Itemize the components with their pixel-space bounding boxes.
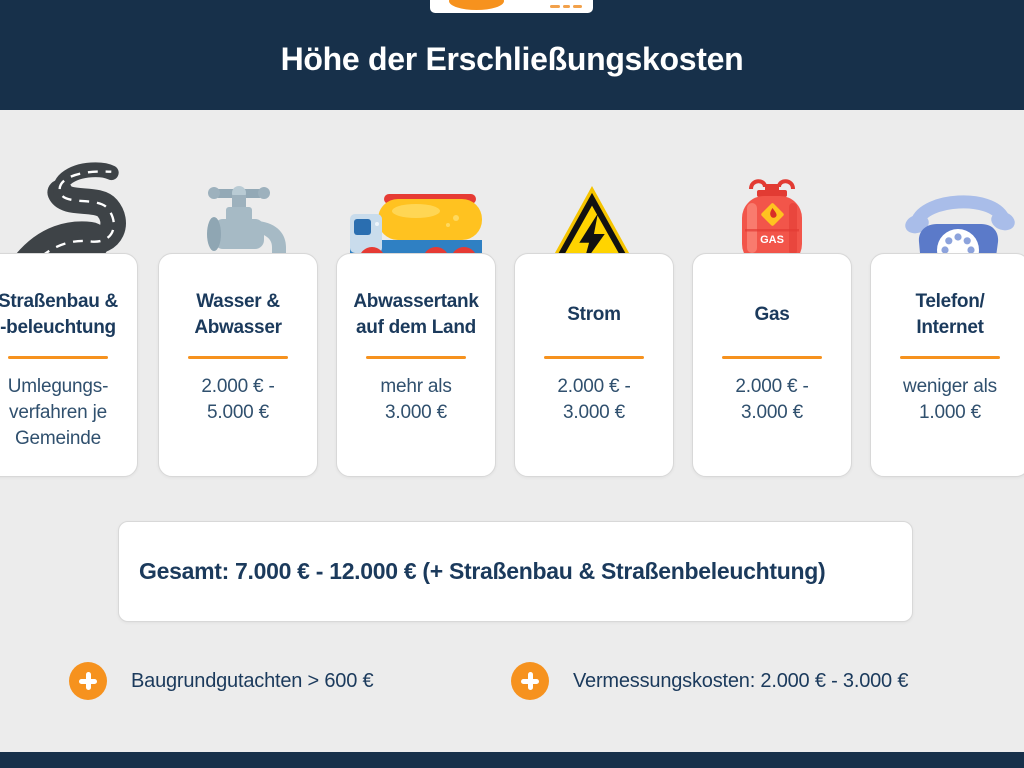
orange-divider xyxy=(366,356,466,359)
card-value: 2.000 € - 5.000 € xyxy=(159,374,317,426)
card-title-line: Straßenbau & xyxy=(0,291,118,312)
card-value: 2.000 € - 3.000 € xyxy=(693,374,851,426)
extra-item-baugrundgutachten: Baugrundgutachten > 600 € xyxy=(69,662,374,700)
card-abwassertank: Abwassertank auf dem Land mehr als 3.000… xyxy=(336,253,496,477)
card-title-line: Abwassertank xyxy=(353,291,479,312)
card-title: Gas xyxy=(693,284,851,346)
gas-label: GAS xyxy=(760,234,784,246)
card-title: Wasser & Abwasser xyxy=(159,284,317,346)
card-value-line: 2.000 € - xyxy=(735,376,809,397)
card-gas: Gas 2.000 € - 3.000 € xyxy=(692,253,852,477)
orange-divider xyxy=(8,356,108,359)
orange-divider xyxy=(188,356,288,359)
card-title-line: Abwasser xyxy=(194,317,282,338)
card-title: Straßenbau & -beleuchtung xyxy=(0,284,137,346)
card-value-line: Gemeinde xyxy=(14,428,102,449)
card-title: Strom xyxy=(515,284,673,346)
card-value-line: mehr als xyxy=(380,376,452,397)
card-title-line: Strom xyxy=(567,304,621,325)
summary-text: Gesamt: 7.000 € - 12.000 € (+ Straßenbau… xyxy=(139,558,826,584)
footer-bar xyxy=(0,752,1024,768)
card-value-line: 3.000 € xyxy=(563,402,625,423)
card-value-line: 5.000 € xyxy=(207,402,269,423)
extra-item-vermessungskosten: Vermessungskosten: 2.000 € - 3.000 € xyxy=(511,662,908,700)
header-bar: Höhe der Erschließungskosten xyxy=(0,0,1024,110)
orange-divider xyxy=(544,356,644,359)
plus-icon xyxy=(69,662,107,700)
logo-text-fragment xyxy=(563,5,570,8)
card-value-line: 2.000 € - xyxy=(557,376,631,397)
summary-box: Gesamt: 7.000 € - 12.000 € (+ Straßenbau… xyxy=(118,521,913,622)
card-title-line: Gas xyxy=(754,304,790,325)
card-value: mehr als 3.000 € xyxy=(337,374,495,426)
card-value-line: Umlegungs- xyxy=(7,376,109,397)
card-title-line: auf dem Land xyxy=(356,317,476,338)
extra-label: Baugrundgutachten > 600 € xyxy=(131,669,374,692)
logo-icon xyxy=(449,0,504,10)
card-telefon-internet: Telefon/ Internet weniger als 1.000 € xyxy=(870,253,1024,477)
card-value-line: 3.000 € xyxy=(741,402,803,423)
card-strassenbau: Straßenbau & -beleuchtung Umlegungs- ver… xyxy=(0,253,138,477)
card-title: Telefon/ Internet xyxy=(871,284,1024,346)
card-title-line: Internet xyxy=(916,317,984,338)
card-title-line: Telefon/ xyxy=(915,291,985,312)
card-value: Umlegungs- verfahren je Gemeinde xyxy=(0,374,137,452)
card-value-line: 3.000 € xyxy=(385,402,447,423)
card-title: Abwassertank auf dem Land xyxy=(337,284,495,346)
plus-icon xyxy=(511,662,549,700)
card-strom: Strom 2.000 € - 3.000 € xyxy=(514,253,674,477)
card-value: 2.000 € - 3.000 € xyxy=(515,374,673,426)
logo-text-fragment xyxy=(573,5,582,8)
extra-label: Vermessungskosten: 2.000 € - 3.000 € xyxy=(573,669,909,692)
card-wasser: Wasser & Abwasser 2.000 € - 5.000 € xyxy=(158,253,318,477)
orange-divider xyxy=(722,356,822,359)
logo-text-fragment xyxy=(550,5,560,8)
card-value: weniger als 1.000 € xyxy=(871,374,1024,426)
card-value-line: verfahren je xyxy=(9,402,107,423)
card-title-line: -beleuchtung xyxy=(0,317,116,338)
page-title: Höhe der Erschließungskosten xyxy=(280,41,744,77)
orange-divider xyxy=(900,356,1000,359)
card-title-line: Wasser & xyxy=(196,291,280,312)
card-value-line: 1.000 € xyxy=(919,402,981,423)
logo-tab xyxy=(430,0,593,13)
card-value-line: weniger als xyxy=(903,376,997,397)
card-value-line: 2.000 € - xyxy=(201,376,275,397)
